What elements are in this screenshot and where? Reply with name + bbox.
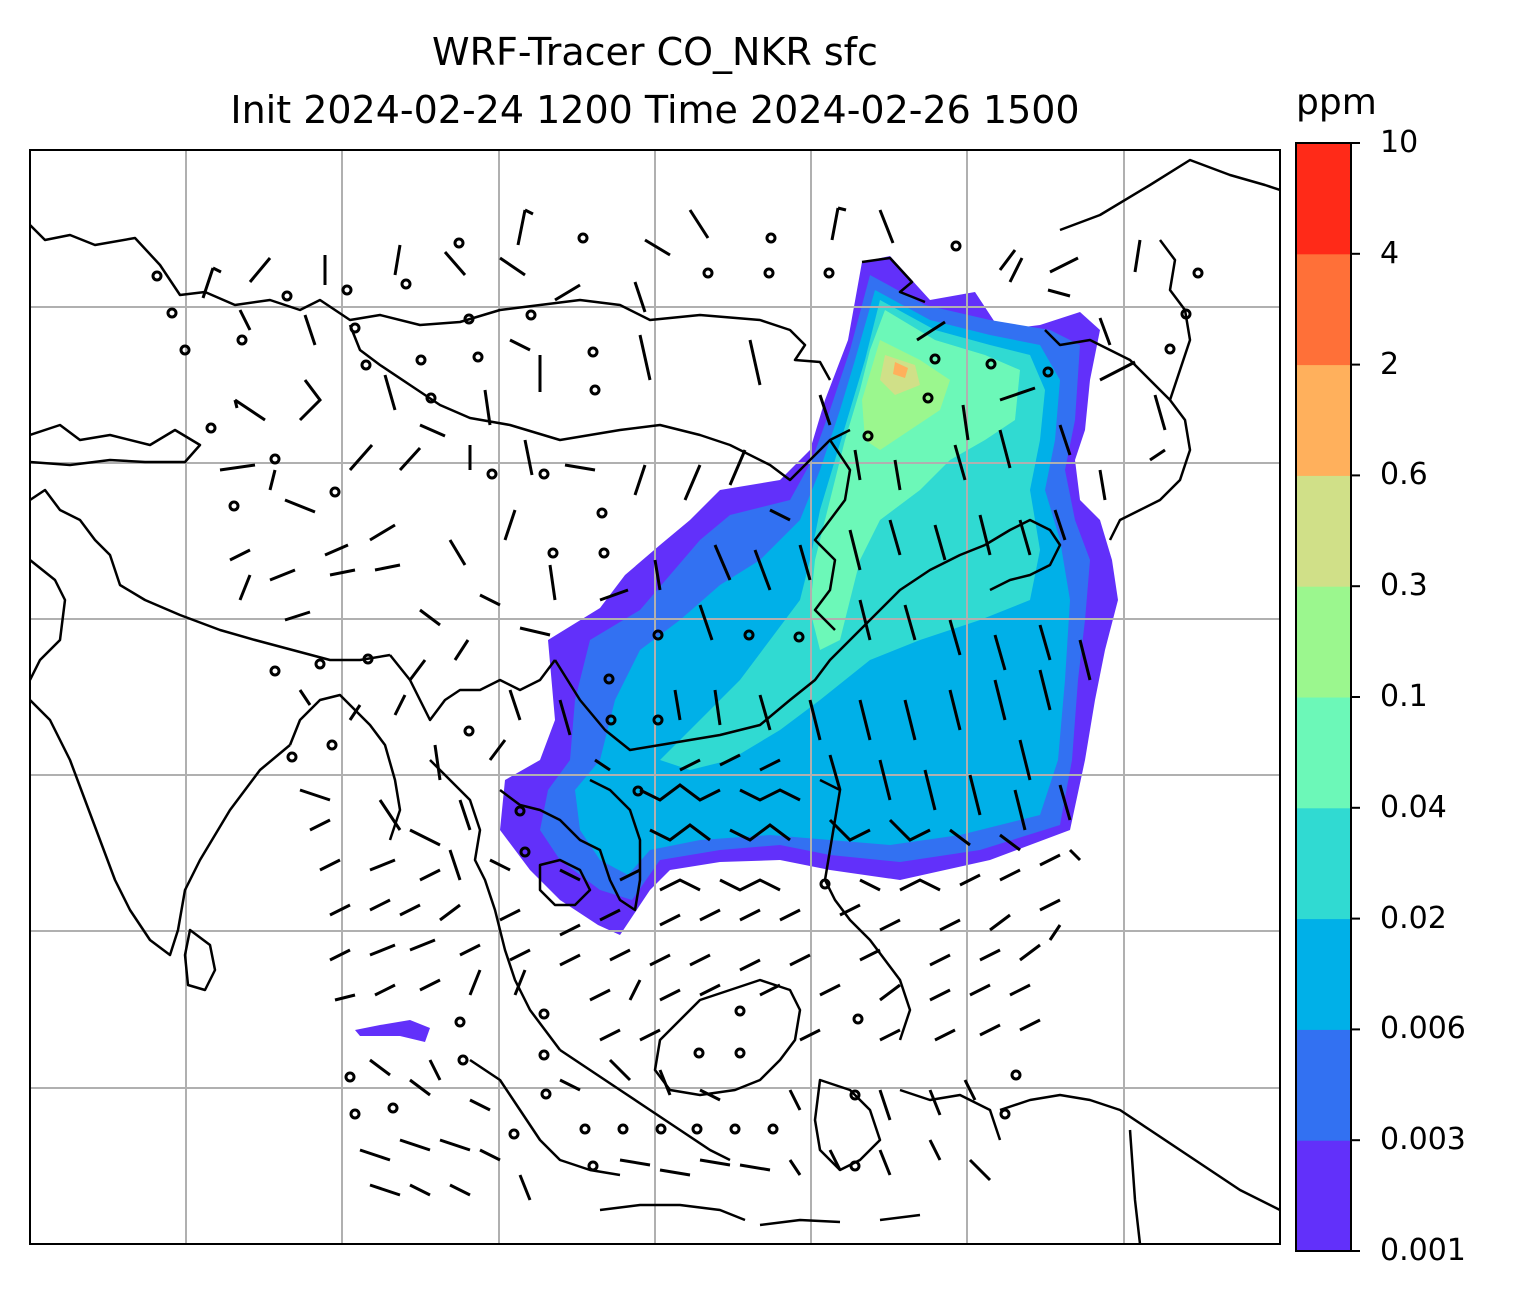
colorbar-tick-label: 0.3 xyxy=(1380,568,1428,604)
island-patch xyxy=(355,1020,430,1042)
colorbar-block xyxy=(1296,364,1351,476)
wind-barbs xyxy=(151,206,1204,1201)
colorbar-block xyxy=(1296,143,1351,255)
colorbar-tick-label: 0.04 xyxy=(1380,789,1447,825)
colorbar xyxy=(1296,143,1351,1252)
colorbar-tick-label: 0.006 xyxy=(1380,1011,1466,1047)
map-frame xyxy=(29,149,1281,1245)
colorbar-ticks xyxy=(1351,142,1360,1252)
colorbar-tick-label: 2 xyxy=(1380,346,1400,382)
coastlines-and-borders xyxy=(30,158,1280,1244)
colorbar-block xyxy=(1296,475,1351,587)
colorbar-block xyxy=(1296,807,1351,920)
map-title-line2: Init 2024-02-24 1200 Time 2024-02-26 150… xyxy=(230,88,1080,132)
colorbar-block xyxy=(1296,918,1351,1030)
colorbar-block xyxy=(1296,1029,1351,1141)
map-title-line1: WRF-Tracer CO_NKR sfc xyxy=(432,30,878,74)
colorbar-tick-label: 0.02 xyxy=(1380,900,1447,936)
colorbar-tick-label: 0.001 xyxy=(1380,1233,1466,1268)
colorbar-tick-label: 0.003 xyxy=(1380,1122,1466,1158)
colorbar-block xyxy=(1296,586,1351,698)
colorbar-block xyxy=(1296,1140,1351,1252)
colorbar-tick-label: 0.6 xyxy=(1380,457,1428,493)
colorbar-block xyxy=(1296,697,1351,809)
colorbar-tick-label: 4 xyxy=(1380,235,1400,271)
plume-band-8 xyxy=(893,362,908,378)
colorbar-tick-label: 10 xyxy=(1380,125,1419,160)
colorbar-block xyxy=(1296,253,1351,366)
colorbar-tick-label: 0.1 xyxy=(1380,679,1428,714)
colorbar-unit-label: ppm xyxy=(1296,82,1377,123)
